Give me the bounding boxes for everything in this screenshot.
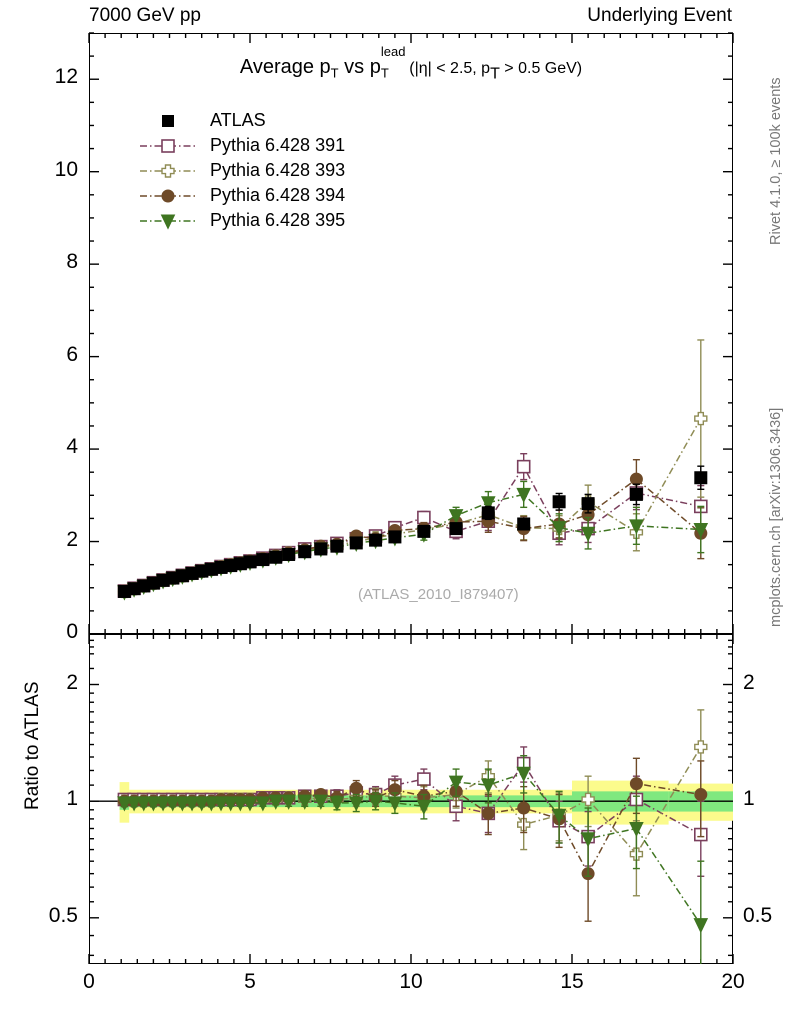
ratio-ytick-label-left: 2 bbox=[66, 670, 78, 694]
title-sub3: T bbox=[490, 65, 500, 83]
legend-item-2[interactable]: Pythia 6.428 393 bbox=[140, 158, 345, 183]
title-sub2: T bbox=[380, 65, 389, 81]
title-sup2: lead bbox=[380, 44, 406, 60]
ratio-xtick-label: 5 bbox=[244, 970, 256, 993]
ratio-ytick-label-right: 1 bbox=[743, 787, 755, 811]
series-pythia-6-428-393 bbox=[117, 339, 708, 599]
legend-label: Pythia 6.428 391 bbox=[210, 135, 346, 155]
main-series-group bbox=[117, 339, 709, 601]
legend-label: Pythia 6.428 395 bbox=[210, 210, 346, 230]
legend-marker-cross-open-icon bbox=[140, 161, 196, 181]
title-cond: (|η| < 2.5, p bbox=[404, 60, 491, 77]
ratio-ytick-label-left: 0.5 bbox=[48, 903, 78, 927]
ratio-series-group bbox=[117, 709, 709, 964]
title-cond-end: > 0.5 GeV) bbox=[499, 60, 583, 77]
ratio-xtick-label: 0 bbox=[83, 970, 95, 993]
ratio-xtick-label: 10 bbox=[399, 970, 423, 993]
main-ytick-label: 0 bbox=[66, 620, 78, 643]
plot-title: Average pT vs p lead T (|η| < 2.5, pT > 0.… bbox=[89, 44, 733, 84]
legend-item-3[interactable]: Pythia 6.428 394 bbox=[140, 183, 345, 208]
main-ytick-label: 2 bbox=[66, 527, 78, 551]
legend: ATLAS Pythia 6.428 391 Pythia 6.428 393 Pyt… bbox=[140, 108, 345, 233]
main-ytick-label: 12 bbox=[54, 65, 78, 89]
main-ytick-label: 4 bbox=[66, 435, 78, 459]
series-atlas bbox=[117, 465, 708, 598]
legend-marker-circle-filled-icon bbox=[140, 186, 196, 206]
legend-marker-square-filled-icon bbox=[140, 111, 196, 131]
ratio-xtick-label: 20 bbox=[721, 970, 745, 993]
series-pythia-6-428-395 bbox=[117, 480, 709, 601]
main-ytick-label: 6 bbox=[66, 342, 78, 366]
title-mid: vs p bbox=[338, 56, 381, 78]
header-right: Underlying Event bbox=[587, 5, 732, 26]
ratio-xtick-label: 15 bbox=[560, 970, 584, 993]
title-prefix: Average p bbox=[239, 56, 331, 78]
main-ytick-label: 8 bbox=[66, 250, 78, 274]
legend-item-0[interactable]: ATLAS bbox=[140, 108, 345, 133]
title-sub1: T bbox=[330, 65, 339, 81]
dataset-watermark: (ATLAS_2010_I879407) bbox=[358, 586, 519, 603]
ratio-ytick-label-left: 1 bbox=[66, 787, 78, 811]
legend-label: Pythia 6.428 393 bbox=[210, 160, 346, 180]
main-ytick-label: 10 bbox=[54, 157, 78, 181]
ratio-series-pythia-6-428-395 bbox=[117, 755, 709, 964]
header-left: 7000 GeV pp bbox=[89, 5, 201, 26]
legend-label: Pythia 6.428 394 bbox=[210, 185, 346, 205]
ratio-ytick-label-right: 2 bbox=[743, 670, 755, 694]
legend-label: ATLAS bbox=[210, 110, 266, 130]
legend-marker-square-open-icon bbox=[140, 136, 196, 156]
ratio-ytick-label-right: 0.5 bbox=[743, 903, 773, 927]
legend-item-4[interactable]: Pythia 6.428 395 bbox=[140, 208, 345, 233]
legend-marker-triangle-down-icon bbox=[140, 211, 196, 231]
legend-item-1[interactable]: Pythia 6.428 391 bbox=[140, 133, 345, 158]
